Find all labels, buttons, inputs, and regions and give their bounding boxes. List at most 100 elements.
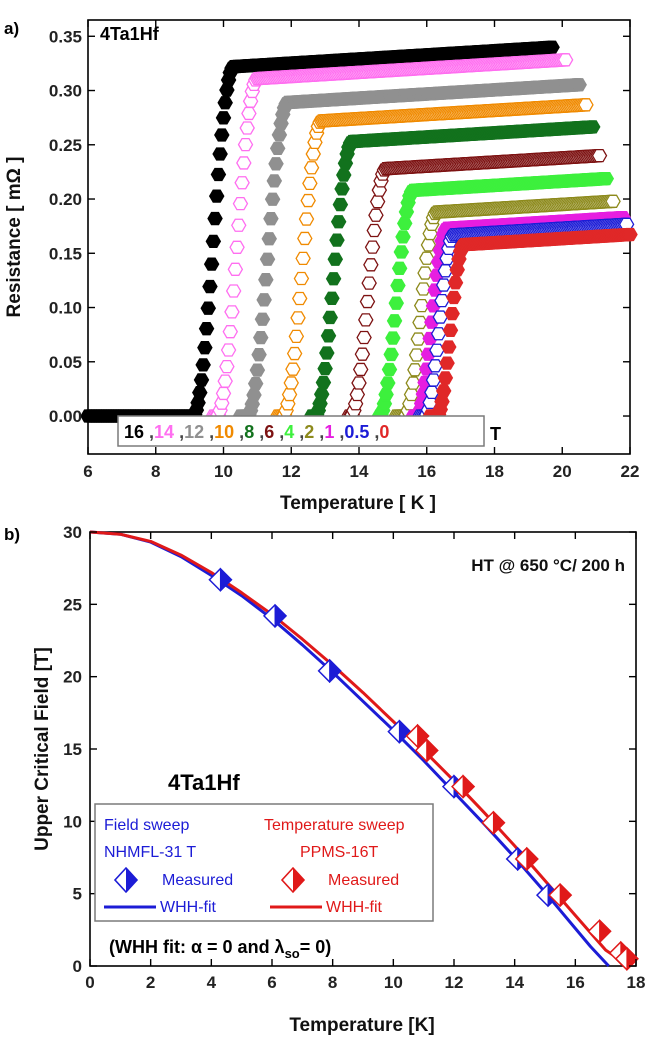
data-point bbox=[195, 358, 211, 372]
data-point bbox=[300, 193, 316, 208]
data-point bbox=[220, 343, 237, 357]
data-point bbox=[283, 376, 300, 390]
panel-b-x-tick-label: 10 bbox=[384, 973, 403, 992]
panel-a-x-tick-label: 10 bbox=[214, 462, 233, 481]
data-point bbox=[571, 78, 587, 92]
panel-b-y-axis-title: Upper Critical Field [T] bbox=[32, 647, 53, 851]
data-point bbox=[246, 388, 262, 402]
legend-field-fit-label: WHH-fit bbox=[160, 899, 217, 916]
data-point bbox=[449, 263, 465, 277]
legend-separator: , bbox=[369, 422, 379, 442]
panel-b-x-tick-label: 12 bbox=[445, 973, 464, 992]
temperature-sweep-point bbox=[414, 738, 439, 763]
legend-entry-14: 14 bbox=[154, 422, 174, 442]
data-point bbox=[544, 40, 560, 54]
data-point bbox=[203, 257, 220, 271]
data-point bbox=[207, 211, 223, 226]
data-point bbox=[259, 252, 276, 266]
data-point bbox=[352, 362, 369, 377]
panel-b-y-tick-label: 10 bbox=[63, 812, 82, 831]
data-point bbox=[298, 212, 315, 226]
legend-entry-2: 2 bbox=[304, 422, 314, 442]
data-point bbox=[225, 284, 242, 298]
data-point bbox=[205, 234, 222, 248]
data-point bbox=[258, 273, 274, 287]
data-point bbox=[396, 216, 413, 231]
panel-b-legend: Field sweep NHMFL-31 T Measured WHH-fit … bbox=[94, 803, 434, 922]
data-point bbox=[358, 313, 374, 327]
panel-b-x-tick-label: 16 bbox=[566, 973, 585, 992]
data-point bbox=[271, 128, 288, 142]
panel-a-x-tick-label: 16 bbox=[417, 462, 436, 481]
data-point bbox=[381, 362, 398, 377]
data-point bbox=[232, 196, 249, 211]
panel-a-y-tick-label: 0.10 bbox=[49, 299, 82, 318]
data-point bbox=[266, 174, 283, 188]
panel-b-x-axis-title: Temperature [K] bbox=[289, 1015, 434, 1036]
data-point bbox=[351, 376, 367, 390]
data-point bbox=[281, 387, 298, 402]
legend-field-measured-label: Measured bbox=[162, 872, 233, 889]
data-point bbox=[293, 271, 310, 286]
data-point bbox=[193, 373, 210, 387]
data-point bbox=[208, 189, 225, 203]
data-point bbox=[434, 394, 450, 409]
data-point bbox=[230, 218, 247, 232]
series-8T bbox=[303, 120, 601, 423]
fit-note-subscript: so bbox=[285, 946, 300, 961]
field-sweep-point bbox=[262, 603, 288, 629]
legend-separator: , bbox=[144, 422, 154, 442]
fit-note-suffix: = 0) bbox=[300, 937, 332, 957]
data-point bbox=[192, 385, 208, 400]
series-0.5T bbox=[412, 217, 635, 423]
legend-entry-12: 12 bbox=[184, 422, 204, 442]
data-point bbox=[315, 375, 332, 390]
legend-entry-0: 0 bbox=[379, 422, 389, 442]
panel-a-resistance-chart: a) 6 8 10 12 14 16 18 20 220.000.050.100.150.200… bbox=[4, 19, 639, 514]
data-point bbox=[437, 371, 454, 385]
panel-a-y-tick-label: 0.35 bbox=[49, 27, 82, 46]
data-point bbox=[368, 208, 384, 222]
legend-field-sweep-title: Field sweep bbox=[104, 817, 189, 834]
panel-b-x-tick-label: 14 bbox=[505, 973, 524, 992]
data-point bbox=[303, 161, 320, 175]
panel-b-annotation: HT @ 650 °C/ 200 h bbox=[471, 556, 625, 575]
panel-a-field-legend: 16 ,14 ,12 ,10 ,8 ,6 ,4 ,2 ,1 ,0.5 ,0 T bbox=[117, 415, 501, 447]
legend-separator: , bbox=[174, 422, 184, 442]
data-point bbox=[578, 98, 594, 112]
data-point bbox=[291, 291, 308, 306]
data-point bbox=[239, 121, 255, 135]
data-point bbox=[210, 167, 227, 182]
data-point bbox=[332, 197, 349, 212]
panel-a-y-tick-label: 0.30 bbox=[49, 82, 82, 101]
data-point bbox=[390, 278, 406, 293]
data-point bbox=[215, 111, 232, 125]
panel-a-x-axis-title: Temperature [ K ] bbox=[280, 493, 436, 514]
panel-a-legend-unit: T bbox=[490, 424, 501, 444]
legend-temperature-sweep-title: Temperature sweep bbox=[264, 817, 405, 834]
data-point bbox=[251, 348, 267, 362]
data-point bbox=[324, 291, 340, 305]
data-point bbox=[295, 251, 311, 266]
data-point bbox=[227, 262, 244, 276]
data-point bbox=[217, 374, 233, 388]
data-point bbox=[557, 53, 574, 67]
data-point bbox=[327, 252, 344, 266]
data-point bbox=[285, 362, 301, 376]
data-point bbox=[322, 310, 338, 325]
panel-b-x-tick-label: 6 bbox=[267, 973, 276, 992]
data-point bbox=[336, 168, 352, 182]
panel-b-y-tick-label: 30 bbox=[63, 523, 82, 542]
panel-a-x-tick-label: 12 bbox=[282, 462, 301, 481]
data-point bbox=[236, 156, 252, 170]
data-point bbox=[212, 147, 228, 161]
series-6T bbox=[341, 149, 608, 423]
data-point bbox=[380, 376, 396, 390]
data-point bbox=[349, 387, 366, 402]
legend-entry-6: 6 bbox=[264, 422, 274, 442]
data-point bbox=[354, 347, 371, 361]
legend-separator: , bbox=[274, 422, 284, 442]
panel-b-y-tick-label: 5 bbox=[73, 885, 82, 904]
data-point bbox=[288, 329, 305, 344]
data-point bbox=[425, 373, 442, 387]
